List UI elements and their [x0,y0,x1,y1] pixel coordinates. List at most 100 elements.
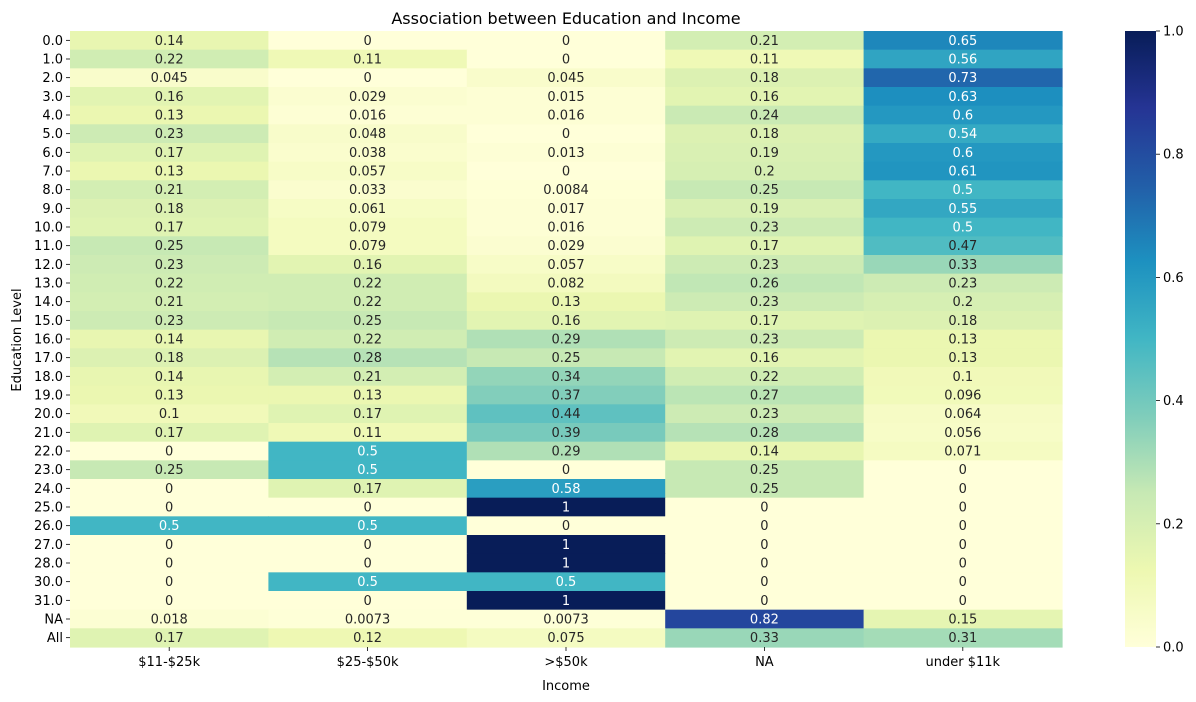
cell-value-label: 0.5 [357,463,378,478]
y-tick-label: 21.0 [34,426,63,441]
heatmap-cell [70,460,269,480]
y-tick-label: 0.0 [42,34,63,49]
heatmap-cell [863,591,1063,611]
heatmap-cell [70,497,269,517]
cell-value-label: 0.19 [750,202,779,217]
heatmap-cell [466,217,666,237]
y-tick-label: 28.0 [34,557,63,572]
cell-value-label: 0.14 [155,370,184,385]
heatmap-cell [268,180,468,200]
heatmap-cell [665,180,865,200]
heatmap-cell [466,516,666,536]
heatmap-cell [70,404,269,424]
heatmap-cell [70,441,269,461]
y-tick-label: 10.0 [34,221,63,236]
cell-value-label: 0.013 [547,146,584,161]
heatmap-cell [268,385,468,405]
heatmap-cell [268,49,468,69]
y-tick-label: All [47,631,63,646]
heatmap-cell [70,236,269,256]
cell-value-label: 0.057 [547,258,584,273]
cell-value-label: 0.017 [547,202,584,217]
cell-value-label: 0 [363,594,371,609]
heatmap-cell [268,553,468,573]
cell-value-label: 0.25 [353,314,382,329]
cell-value-label: 0.23 [155,127,184,142]
heatmap-cell [665,348,865,368]
cell-value-label: 0 [165,501,173,516]
cell-value-label: 0.13 [552,295,581,310]
heatmap-cell [268,367,468,387]
cell-value-label: 0.12 [353,631,382,646]
heatmap-cell [70,609,269,629]
cell-value-label: 0.18 [155,351,184,366]
cell-value-label: 0.064 [944,407,981,422]
y-tick-label: 23.0 [34,463,63,478]
heatmap-cell [466,124,666,144]
y-tick-label: 30.0 [34,575,63,590]
cell-value-label: 0.58 [552,482,581,497]
heatmap-cell [268,87,468,107]
cell-value-label: 0.23 [750,221,779,236]
heatmap-cell [466,497,666,517]
cell-value-label: 0 [562,463,570,478]
heatmap-cell [268,143,468,163]
heatmap-cell [268,628,468,648]
heatmap-cell [268,497,468,517]
heatmap-cell [466,105,666,125]
cell-value-label: 0 [959,575,967,590]
x-tick-label: NA [755,655,774,670]
heatmap-cell [665,31,865,51]
cell-value-label: 0.73 [948,71,977,86]
cell-value-label: 0.21 [155,183,184,198]
cell-value-label: 0.14 [155,34,184,49]
cell-value-label: 0.23 [750,407,779,422]
heatmap-cell [863,199,1063,219]
cell-value-label: 0 [760,538,768,553]
cell-value-label: 0.0073 [543,613,589,628]
heatmap-cell [863,385,1063,405]
heatmap-cell [70,516,269,536]
y-tick-label: 14.0 [34,295,63,310]
heatmap-cell [466,68,666,88]
cell-value-label: 0 [363,538,371,553]
colorbar-tick-label: 0.2 [1163,517,1184,532]
heatmap-cell [466,385,666,405]
cell-value-label: 0 [165,557,173,572]
colorbar-tick-label: 0.8 [1163,148,1184,163]
cell-value-label: 0.39 [552,426,581,441]
heatmap-cell [665,217,865,237]
y-tick-label: 13.0 [34,277,63,292]
cell-value-label: 0.048 [349,127,386,142]
heatmap-cell [665,87,865,107]
cell-value-label: 0.21 [353,370,382,385]
heatmap-cell [268,68,468,88]
heatmap-cell [665,497,865,517]
cell-annotations: 0.14 0 0 0.21 0.650.22 0.11 0 0.11 0.560.045 0 0.0… [151,34,982,646]
cell-value-label: 0.033 [349,183,386,198]
chart-title: Association between Education and Income [391,9,740,28]
heatmap-cell [665,591,865,611]
heatmap-cell [70,87,269,107]
y-tick-label: 8.0 [42,183,63,198]
cell-value-label: 0.29 [552,445,581,460]
cell-value-label: 0.28 [353,351,382,366]
cell-value-label: 0.5 [357,519,378,534]
cell-value-label: 0.17 [750,239,779,254]
heatmap-cell [863,423,1063,443]
cell-value-label: 0.17 [155,631,184,646]
heatmap-cell [665,572,865,592]
heatmap-cell [863,553,1063,573]
y-axis: 0.0 1.0 2.0 3.0 4.0 5.0 6.0 7.0 8.0 9.0 10.0 11.0 12… [34,34,70,646]
heatmap-cell [665,273,865,293]
cell-value-label: 0.17 [155,426,184,441]
y-tick-label: 12.0 [34,258,63,273]
y-tick-label: 3.0 [42,90,63,105]
x-tick-label: >$50k [544,655,588,670]
heatmap-cell [70,385,269,405]
cell-value-label: 0.22 [155,53,184,68]
heatmap-cell [863,273,1063,293]
colorbar-tick-label: 1.0 [1163,25,1184,40]
cell-value-label: 0.25 [155,463,184,478]
cell-value-label: 0.56 [948,53,977,68]
